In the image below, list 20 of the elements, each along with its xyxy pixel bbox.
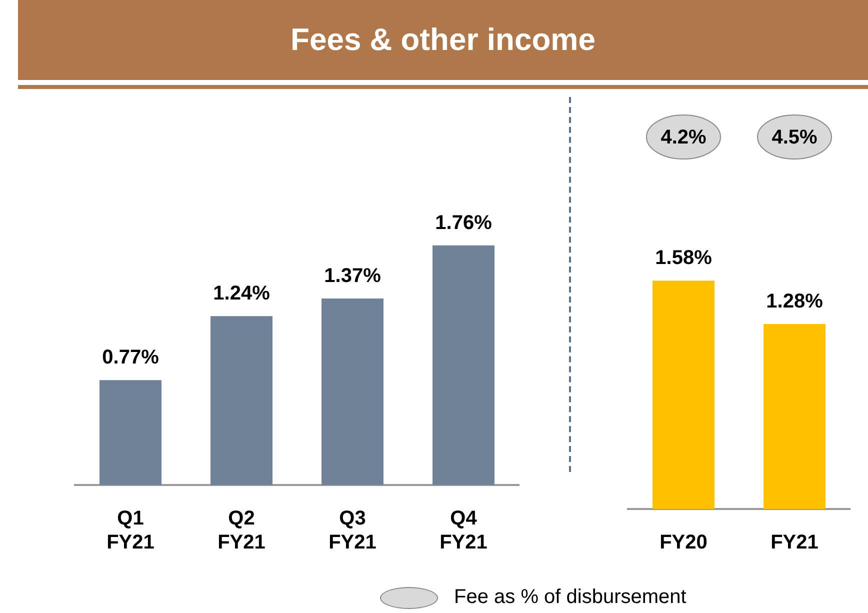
x-tick-label: Q3 FY21 [328, 508, 376, 554]
data-label: 0.77% [102, 346, 160, 369]
data-label: 1.24% [213, 282, 270, 305]
x-tick-label: FY21 [770, 532, 818, 554]
bar [432, 245, 494, 485]
data-label: 1.58% [655, 247, 712, 270]
data-label: 1.37% [324, 265, 382, 288]
bar [322, 298, 384, 485]
data-label: 1.76% [435, 212, 492, 234]
text: Fee as % of disbursement [454, 586, 686, 609]
bar [210, 316, 272, 485]
text: 4.2% [660, 126, 707, 149]
data-label: 1.28% [766, 290, 824, 312]
x-tick-label: Q4 FY21 [440, 508, 488, 554]
x-tick-label: Q2 FY21 [218, 508, 266, 554]
bar [100, 380, 162, 485]
x-tick-label: Q1 FY21 [106, 508, 154, 554]
x-tick-label: FY20 [660, 532, 708, 554]
chart-title: Fees & other income [18, 0, 868, 80]
text: 4.5% [772, 126, 818, 149]
